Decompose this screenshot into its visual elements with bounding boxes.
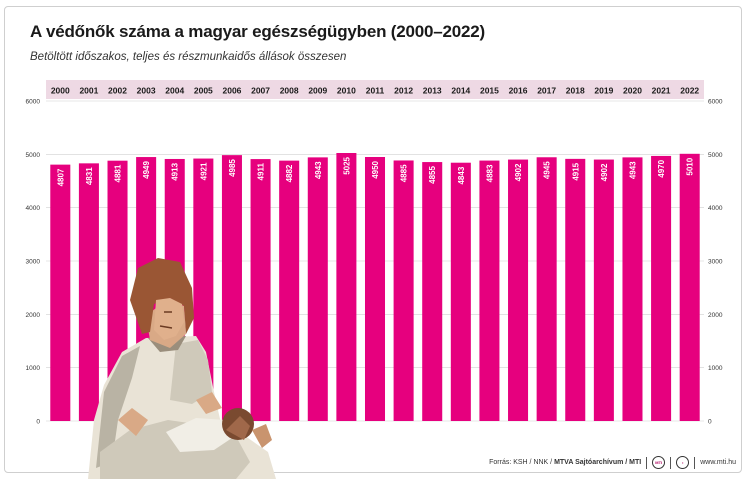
data-label: 4915	[571, 162, 580, 180]
data-label: 4970	[657, 159, 666, 177]
y-tick-label: 2000	[26, 312, 41, 319]
bar	[250, 159, 271, 421]
y-tick-label-right: 1000	[708, 365, 723, 372]
data-label: 4902	[600, 163, 609, 181]
data-label: 5010	[686, 157, 695, 175]
x-tick-label: 2005	[194, 86, 213, 96]
x-tick-label: 2010	[337, 86, 356, 96]
x-tick-label: 2007	[251, 86, 270, 96]
x-tick-label: 2016	[509, 86, 528, 96]
chart-subtitle: Betöltött időszakos, teljes és részmunka…	[30, 51, 347, 63]
footer-divider	[646, 456, 648, 469]
data-label: 4985	[228, 159, 237, 177]
y-tick-label: 3000	[26, 259, 41, 266]
y-axis-right: 0 1000 2000 3000 4000 5000 6000	[708, 99, 723, 426]
bar	[336, 153, 357, 421]
year-labels: 2000 2001 2002 2003 2004 2005 2006 2007 2008 2009…	[51, 86, 700, 96]
x-tick-label: 2020	[623, 86, 642, 96]
bar	[450, 162, 471, 421]
x-tick-label: 2000	[51, 86, 70, 96]
data-label: 4883	[485, 164, 494, 182]
bar	[651, 155, 672, 421]
x-tick-label: 2004	[165, 86, 184, 96]
x-tick-label: 2013	[423, 86, 442, 96]
source-prefix: Forrás: KSH / NNK /	[489, 459, 555, 466]
data-label: 4911	[257, 163, 266, 181]
bar	[50, 164, 71, 422]
y-tick-label-right: 5000	[708, 152, 723, 159]
y-tick-label: 5000	[26, 152, 41, 159]
y-tick-label: 6000	[26, 99, 41, 106]
data-label: 4945	[543, 161, 552, 179]
bar	[78, 163, 99, 421]
x-tick-label: 2021	[652, 86, 671, 96]
data-label: 4855	[428, 166, 437, 184]
data-label: 4881	[114, 164, 123, 182]
x-tick-label: 2003	[137, 86, 156, 96]
data-label: 4943	[628, 161, 637, 179]
data-label: 4843	[457, 166, 466, 184]
x-tick-label: 2009	[308, 86, 327, 96]
y-tick-label-right: 4000	[708, 205, 723, 212]
y-tick-label: 0	[36, 419, 40, 426]
y-tick-label-right: 2000	[708, 312, 723, 319]
bar	[422, 162, 443, 422]
x-tick-label: 2014	[451, 86, 470, 96]
year-band	[46, 80, 704, 99]
bar	[593, 159, 614, 421]
mtva-logo-icon: •	[676, 456, 690, 469]
y-tick-label: 1000	[26, 365, 41, 372]
x-tick-label: 2008	[280, 86, 299, 96]
source-text: Forrás: KSH / NNK / MTVA Sajtóarchívum /…	[489, 459, 641, 466]
bar	[279, 160, 300, 422]
website-link[interactable]: www.mti.hu	[700, 459, 736, 466]
data-label: 4921	[199, 162, 208, 180]
data-label: 5025	[342, 156, 351, 174]
x-tick-label: 2015	[480, 86, 499, 96]
bar	[536, 157, 557, 421]
x-tick-label: 2006	[222, 86, 241, 96]
footer-divider	[694, 456, 696, 469]
data-label: 4807	[56, 168, 65, 186]
bar	[479, 160, 500, 421]
bar	[508, 159, 529, 421]
bar	[565, 158, 586, 421]
bar	[679, 153, 700, 422]
x-tick-label: 2017	[537, 86, 556, 96]
x-tick-label: 2012	[394, 86, 413, 96]
source-bold: MTVA Sajtóarchívum / MTI	[554, 459, 642, 466]
x-tick-label: 2022	[680, 86, 699, 96]
data-label: 4831	[85, 167, 94, 185]
x-tick-label: 2001	[79, 86, 98, 96]
footer: Forrás: KSH / NNK / MTVA Sajtóarchívum /…	[489, 456, 736, 469]
y-tick-label-right: 6000	[708, 99, 723, 106]
data-label: 4882	[285, 164, 294, 182]
bar	[622, 157, 643, 421]
mti-logo-icon: MTI	[652, 456, 666, 469]
bar	[307, 157, 328, 421]
x-tick-label: 2011	[366, 86, 385, 96]
x-tick-label: 2002	[108, 86, 127, 96]
y-tick-label-right: 0	[708, 419, 712, 426]
data-label: 4943	[314, 161, 323, 179]
x-tick-label: 2018	[566, 86, 585, 96]
y-tick-label-right: 3000	[708, 259, 723, 266]
chart-title: A védőnők száma a magyar egészségügyben …	[30, 22, 486, 41]
data-label: 4885	[400, 164, 409, 182]
y-axis-left: 0 1000 2000 3000 4000 5000 6000	[26, 99, 41, 426]
data-label: 4950	[371, 160, 380, 178]
y-tick-label: 4000	[26, 205, 41, 212]
data-label: 4902	[514, 163, 523, 181]
data-label: 4913	[171, 162, 180, 180]
nurse-with-baby-illustration	[88, 258, 276, 479]
bar	[221, 155, 242, 421]
data-label: 4949	[142, 161, 151, 179]
bar	[393, 160, 414, 421]
value-labels: 4807 4831 4881 4949 4913 4921 4985 4911 4882 4943…	[56, 156, 694, 186]
footer-divider	[670, 456, 672, 469]
x-tick-label: 2019	[594, 86, 613, 96]
bar	[364, 157, 386, 421]
